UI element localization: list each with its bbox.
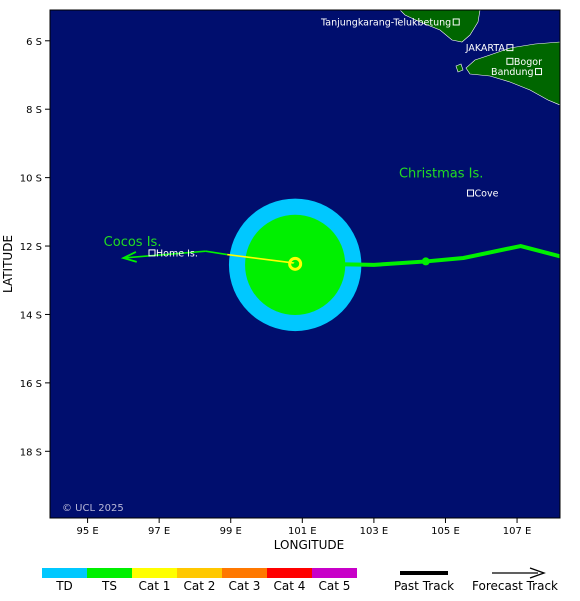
island-label: Cocos Is. — [104, 235, 162, 250]
legend-category-label: Cat 1 — [139, 579, 171, 593]
y-tick-label: 18 S — [20, 447, 42, 458]
forecast-track — [120, 250, 296, 264]
place-marker-icon — [506, 57, 514, 65]
legend-swatch — [312, 568, 357, 578]
land-islet — [455, 63, 464, 73]
legend-forecast-track-label: Forecast Track — [472, 579, 558, 593]
place-label: Bandung — [491, 67, 533, 78]
plot-area: Tanjungkarang-Telukbetung JAKARTA BogorBan… — [62, 10, 560, 514]
legend-swatch — [132, 568, 177, 578]
place-marker-icon — [535, 68, 543, 76]
place-marker-icon — [506, 44, 514, 52]
y-axis-title: LATITUDE — [1, 235, 15, 293]
place-label: Cove — [475, 189, 499, 200]
x-tick-label: 103 E — [360, 526, 389, 537]
place-label: Home Is. — [156, 248, 198, 259]
y-tick-label: 14 S — [20, 310, 42, 321]
past-track-point — [421, 257, 430, 266]
y-tick-label: 8 S — [26, 105, 42, 116]
y-tick-label: 16 S — [20, 379, 42, 390]
legend-forecast-arrow-icon — [529, 567, 546, 579]
legend-category-label: Cat 5 — [319, 579, 351, 593]
legend-category-label: TS — [101, 579, 117, 593]
past-track — [293, 244, 560, 267]
island-label: Christmas Is. — [399, 167, 483, 182]
x-axis-title: LONGITUDE — [274, 538, 344, 552]
place-marker-icon — [452, 18, 460, 26]
x-tick-label: 95 E — [76, 526, 98, 537]
legend-swatch — [222, 568, 267, 578]
storm-center-dot — [293, 262, 297, 266]
forecast-track-segment — [227, 253, 296, 264]
y-axis-ticks: 6 S 8 S 10 S 12 S 14 S 16 S 18 S — [20, 37, 50, 458]
x-tick-label: 101 E — [288, 526, 317, 537]
land-java — [465, 41, 560, 106]
legend-category-label: Cat 2 — [184, 579, 216, 593]
y-tick-label: 10 S — [20, 174, 42, 185]
y-tick-label: 12 S — [20, 242, 42, 253]
place-marker-icon — [467, 189, 475, 197]
forecast-track-segment — [205, 250, 228, 256]
legend-category-label: TD — [55, 579, 73, 593]
legend-category-label: Cat 3 — [229, 579, 261, 593]
storm-center-icon — [288, 256, 303, 271]
legend-swatch — [177, 568, 222, 578]
x-axis-ticks: 95 E 97 E 99 E 101 E 103 E 105 E 107 E — [76, 518, 531, 537]
forecast-track-segment — [123, 250, 206, 259]
plot-frame — [49, 9, 561, 519]
land-sumatra — [399, 10, 481, 43]
legend-category-label: Cat 4 — [274, 579, 306, 593]
legend: TD TS Cat 1 Cat 2 Cat 3 Cat 4 Cat 5 Past Track… — [42, 567, 558, 593]
x-tick-label: 99 E — [220, 526, 242, 537]
copyright-text: © UCL 2025 — [62, 503, 124, 514]
storm-center-ring — [288, 256, 303, 271]
forecast-arrow-icon — [120, 251, 137, 263]
legend-category-scale: TD TS Cat 1 Cat 2 Cat 3 Cat 4 Cat 5 — [42, 568, 357, 593]
place-label: JAKARTA — [465, 43, 506, 54]
legend-swatch — [87, 568, 132, 578]
x-tick-label: 105 E — [431, 526, 460, 537]
legend-swatch — [42, 568, 87, 578]
place-label: Bogor — [514, 57, 542, 68]
x-tick-label: 107 E — [503, 526, 532, 537]
x-tick-label: 97 E — [148, 526, 170, 537]
y-tick-label: 6 S — [26, 37, 42, 48]
place-markers: Tanjungkarang-Telukbetung JAKARTA BogorBan… — [148, 17, 543, 259]
island-labels: Christmas Is. Cocos Is. — [104, 167, 484, 250]
place-marker-icon — [148, 249, 156, 257]
legend-swatch — [267, 568, 312, 578]
place-label: Tanjungkarang-Telukbetung — [320, 17, 451, 28]
legend-past-track-label: Past Track — [394, 579, 454, 593]
